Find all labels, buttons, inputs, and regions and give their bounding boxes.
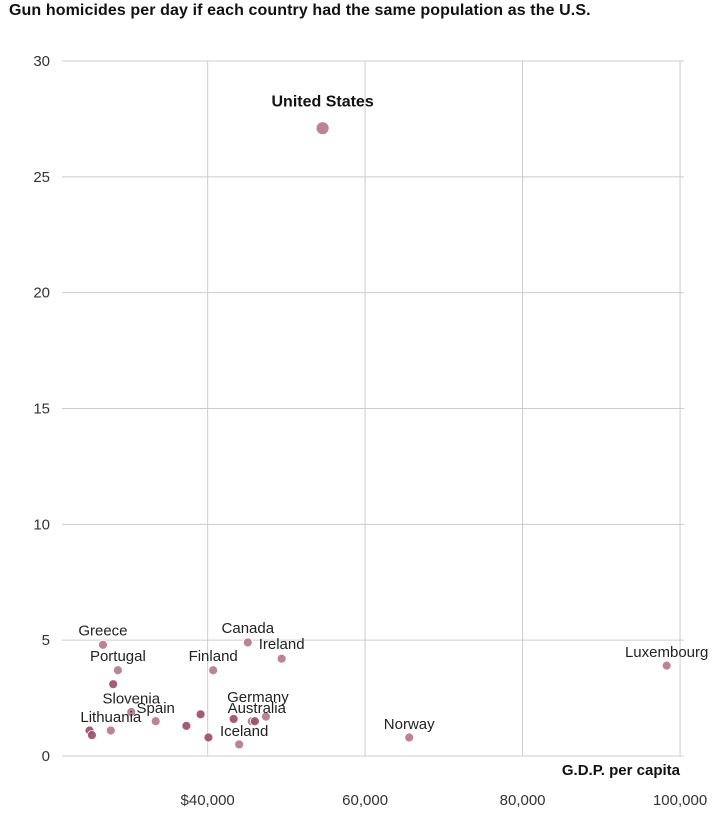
y-tick-label: 10 (33, 516, 50, 533)
y-tick-label: 20 (33, 285, 50, 302)
data-point (249, 716, 260, 727)
data-point (261, 711, 271, 722)
point-label: Luxembourg (625, 644, 708, 661)
data-point (404, 732, 415, 743)
data-point (234, 739, 245, 750)
x-tick-label: 60,000 (342, 792, 388, 809)
point-label: Spain (137, 700, 175, 717)
tick-labels: 0 5 10 15 20 25 30 $40,000 60,000 80,000 100,000 (33, 53, 707, 809)
data-point (87, 730, 97, 741)
data-points (84, 121, 672, 750)
data-point (105, 725, 116, 736)
data-point (195, 709, 206, 720)
data-point (126, 707, 137, 717)
y-tick-label: 15 (33, 401, 50, 418)
point-label: Slovenia (103, 690, 161, 707)
y-tick-label: 5 (42, 632, 50, 649)
data-point (276, 653, 287, 664)
point-labels: United States Luxembourg Norway CanadaIrela… (78, 94, 708, 740)
data-point (98, 639, 108, 650)
data-point (113, 665, 123, 676)
x-axis-title: G.D.P. per capita (562, 762, 681, 779)
data-point (181, 720, 192, 731)
point-label: Lithuania (80, 709, 142, 726)
y-tick-label: 30 (33, 53, 50, 70)
point-label: Canada (222, 620, 275, 637)
point-label: Australia (228, 700, 287, 717)
point-label: Iceland (220, 723, 268, 740)
data-point (228, 714, 239, 724)
data-point (315, 121, 330, 136)
x-tick-label: 100,000 (653, 792, 707, 809)
x-tick-label: 80,000 (500, 792, 546, 809)
data-point (208, 665, 219, 676)
x-tick-label: $40,000 (181, 792, 235, 809)
data-point (108, 679, 119, 690)
point-label: Finland (189, 648, 238, 665)
point-label: Ireland (259, 636, 305, 653)
y-tick-label: 25 (33, 169, 50, 186)
data-point (661, 660, 672, 671)
data-point (150, 716, 161, 727)
point-label: Greece (78, 622, 127, 639)
point-label: Germany (227, 689, 289, 706)
point-label: Portugal (90, 648, 146, 665)
data-point (203, 732, 214, 743)
chart-title: Gun homicides per day if each country ha… (9, 2, 591, 19)
point-label: United States (271, 94, 373, 111)
y-tick-label: 0 (42, 748, 50, 765)
point-label: Norway (384, 716, 435, 733)
data-point (242, 637, 253, 648)
grid (62, 60, 684, 757)
